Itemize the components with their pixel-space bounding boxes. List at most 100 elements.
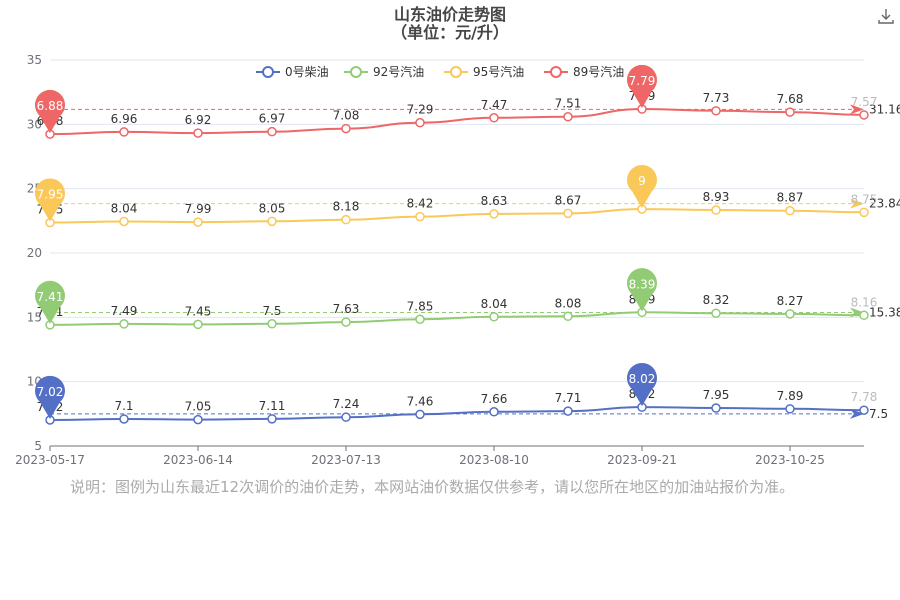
series-1-data-label: 7.49 [111,304,138,318]
series-1-line [49,311,865,326]
series-2-data-label: 8.42 [407,197,434,211]
series-1-point[interactable] [193,319,203,330]
series-2-line [49,208,865,224]
series-2-max-pin-label: 9 [638,174,646,188]
series-3-data-label: 7.73 [703,91,730,105]
series-2-point[interactable] [341,214,351,225]
series-group [45,104,869,425]
legend-item-0-marker[interactable] [262,66,274,78]
series-1-point[interactable] [415,314,425,325]
series-1-point[interactable] [489,312,499,322]
series-1-point[interactable] [267,319,277,329]
series-3-point[interactable] [415,117,425,128]
series-0-data-label: 7.46 [407,394,434,408]
series-0-point[interactable] [859,405,869,415]
series-3-point[interactable] [193,128,203,138]
series-0-point[interactable] [489,407,499,417]
series-0-point[interactable] [785,404,795,414]
series-0-data-label: 7.95 [703,388,730,402]
legend-item-2-marker[interactable] [450,66,462,78]
grid [50,59,864,447]
series-1-data-label: 7.63 [333,302,360,316]
series-0-point[interactable] [193,414,203,425]
series-3-line [49,107,865,136]
series-1-data-label: 7.45 [185,304,212,318]
series-3-average-label: 31.16 [869,102,900,116]
series-1-data-label: 8.32 [703,293,730,307]
series-1-data-label: 8.04 [481,297,508,311]
y-tick-label: 15 [27,310,42,324]
series-0-point[interactable] [267,414,277,424]
legend[interactable]: 0号柴油 92号汽油 95号汽油 89号汽油 [256,64,624,79]
series-2-data-label: 8.75 [851,192,878,206]
series-0-min-pin-label: 7.02 [37,385,64,399]
series-1-point[interactable] [563,311,573,322]
series-0-data-label: 7.71 [555,391,582,405]
series-3-data-label: 7.51 [555,97,582,111]
series-2-point[interactable] [785,205,795,216]
series-2-point[interactable] [859,207,869,218]
series-2-point[interactable] [489,209,499,219]
series-1-data-label: 7.85 [407,299,434,313]
series-2-point[interactable] [119,216,129,227]
legend-item-2-label[interactable]: 95号汽油 [473,64,524,79]
legend-item-3-marker[interactable] [550,66,562,78]
series-1-point[interactable] [119,319,129,329]
series-0-min-pin [35,375,65,420]
legend-item-0-label[interactable]: 0号柴油 [285,65,329,79]
series-3-data-label: 7.68 [777,92,804,106]
legend-item-1-label[interactable]: 92号汽油 [373,64,424,79]
series-2-point[interactable] [711,205,721,215]
average-lines: 7.5 15.38 23.84 31.16 [50,102,900,421]
y-tick-label: 20 [27,246,42,260]
series-2-point[interactable] [193,217,203,227]
series-0-data-label: 7.1 [114,399,133,413]
series-3-point[interactable] [859,110,869,120]
x-tick-label: 2023-07-13 [311,453,381,467]
x-tick-label: 2023-08-10 [459,453,529,467]
series-1-point[interactable] [785,309,795,319]
series-3-point[interactable] [489,113,499,123]
series-3-point[interactable] [119,127,129,137]
series-2-point[interactable] [563,208,573,219]
download-icon[interactable] [876,6,896,26]
series-2-average-label: 23.84 [869,197,900,211]
series-0-data-label: 7.11 [259,399,286,413]
series-2-average-arrow [850,198,864,209]
series-1-point[interactable] [711,308,721,318]
series-3-point[interactable] [785,107,795,117]
series-2-data-label: 8.67 [555,193,582,207]
series-3-max-pin-label: 7.79 [629,74,656,88]
series-2-point[interactable] [415,211,425,222]
chart-title: 山东油价走势图 [394,5,506,24]
series-1-max-pin [627,268,658,312]
series-3-data-label: 7.57 [851,95,878,109]
series-0-point[interactable] [711,403,721,413]
series-1-point[interactable] [341,317,351,327]
data-labels: 7.02 7.1 7.05 7.11 7.24 7.46 7.66 7.71 8.02 7.95 7… [37,89,878,414]
series-3-data-label: 7.08 [333,109,360,123]
series-3-data-label: 7.29 [407,103,434,117]
series-1-point[interactable] [859,310,869,321]
series-0-average-arrow [850,408,864,419]
series-2-data-label: 8.93 [703,190,730,204]
legend-item-1-marker[interactable] [350,66,362,78]
legend-item-3-label[interactable]: 89号汽油 [573,64,624,79]
series-0-point[interactable] [415,409,425,420]
series-0-max-pin-label: 8.02 [629,372,656,386]
series-2-point[interactable] [267,216,277,227]
series-0-point[interactable] [341,412,351,422]
series-0-point[interactable] [563,406,573,416]
series-0-max-pin [627,362,658,407]
series-2-max-pin [627,164,657,209]
series-0-point[interactable] [119,414,129,424]
series-1-data-label: 8.08 [555,296,582,310]
series-1-data-label: 7.5 [262,304,281,318]
series-3-point[interactable] [711,106,721,116]
series-0-data-label: 7.78 [851,390,878,404]
series-3-point[interactable] [341,123,351,134]
series-1-min-pin-label: 7.41 [37,290,64,304]
series-3-point[interactable] [563,111,573,122]
series-3-point[interactable] [267,126,277,137]
chart-subtitle: （单位：元/升） [391,23,509,42]
